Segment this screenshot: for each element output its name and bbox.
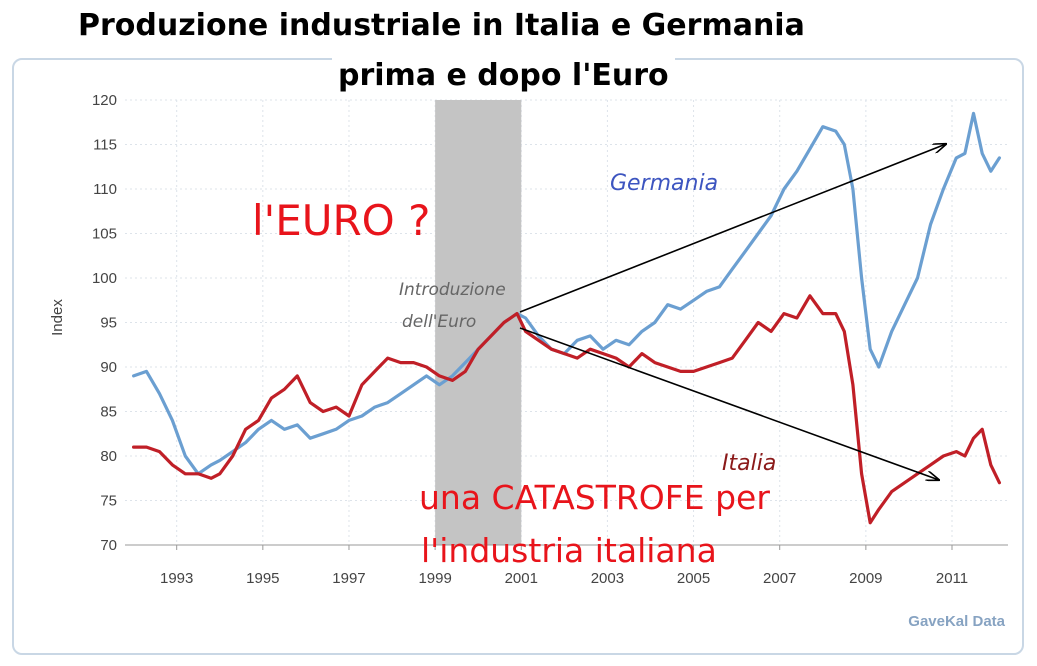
- series-line-italia: [132, 294, 1002, 525]
- y-tick-label: 100: [92, 270, 117, 287]
- y-tick-label: 120: [92, 92, 117, 109]
- y-tick-labels: 70 75 80 85 90 95 100 105 110 115 120: [92, 92, 117, 554]
- x-tick-label: 1997: [332, 570, 365, 587]
- x-tick-labels: 1993 1995 1997 1999 2001 2003 2005 2007 2009 2011: [160, 545, 968, 587]
- y-tick-label: 75: [100, 493, 117, 510]
- x-tick-label: 2001: [505, 570, 538, 587]
- catastrofe-annotation-line1: una CATASTROFE per: [419, 478, 770, 517]
- x-tick-label: 2005: [677, 570, 710, 587]
- y-tick-label: 70: [100, 537, 117, 554]
- euro-introduction-annotation-line2: dell'Euro: [402, 312, 476, 332]
- y-axis-label: Index: [49, 299, 66, 336]
- x-tick-label: 1993: [160, 570, 193, 587]
- series-layer: [132, 111, 1002, 525]
- x-tick-label: 1995: [246, 570, 279, 587]
- euro-question-annotation: l'EURO ?: [252, 196, 430, 245]
- arrow-germania: [519, 144, 946, 313]
- x-tick-label: 2007: [763, 570, 796, 587]
- x-tick-label: 1999: [418, 570, 451, 587]
- x-tick-label: 2011: [936, 570, 968, 587]
- germania-series-label: Germania: [610, 171, 718, 196]
- y-tick-label: 90: [100, 359, 117, 376]
- y-tick-label: 80: [100, 448, 117, 465]
- series-line-germania: [132, 111, 1002, 476]
- euro-introduction-annotation-line1: Introduzione: [399, 280, 506, 300]
- x-tick-label: 2009: [849, 570, 882, 587]
- chart-subtitle: prima e dopo l'Euro: [332, 58, 675, 93]
- chart-title: Produzione industriale in Italia e Germa…: [78, 8, 805, 43]
- euro-introduction-shaded-band: [435, 100, 522, 545]
- y-tick-label: 85: [100, 404, 117, 421]
- catastrofe-annotation-line2: l'industria italiana: [421, 531, 717, 570]
- arrow-italia: [519, 327, 939, 480]
- y-tick-label: 115: [93, 137, 117, 154]
- y-tick-label: 95: [100, 315, 117, 332]
- x-tick-label: 2003: [591, 570, 624, 587]
- y-tick-label: 105: [92, 226, 117, 243]
- y-tick-label: 110: [93, 181, 117, 198]
- source-credit: GaveKal Data: [908, 613, 1005, 630]
- italia-series-label: Italia: [722, 451, 776, 476]
